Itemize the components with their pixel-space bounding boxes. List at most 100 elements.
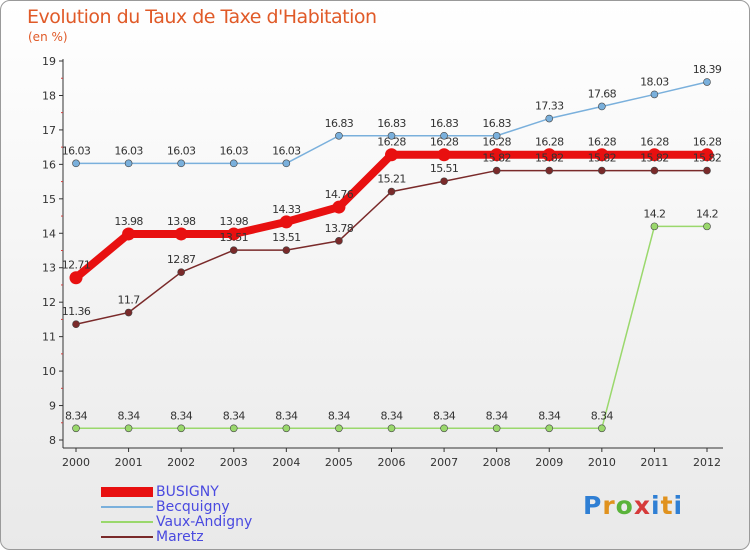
data-point (650, 90, 659, 99)
x-tick-label: 2012 (693, 456, 721, 469)
data-point (703, 222, 711, 231)
data-point (650, 222, 659, 231)
data-label: 18.03 (640, 75, 669, 88)
data-label: 16.28 (588, 136, 617, 149)
data-point (703, 78, 711, 86)
data-point (229, 424, 238, 433)
x-tick-label: 2004 (272, 456, 300, 469)
legend-item: Becquigny (101, 499, 361, 515)
data-label: 16.03 (167, 144, 196, 157)
data-label: 16.28 (693, 136, 722, 149)
y-tick-label: 12 (42, 296, 56, 309)
data-point (174, 227, 188, 241)
data-label: 18.39 (693, 63, 722, 76)
legend-label: Becquigny (156, 499, 230, 515)
chart-title: Evolution du Taux de Taxe d'Habitation (27, 6, 377, 28)
data-label: 13.78 (325, 222, 354, 235)
data-point (598, 102, 606, 111)
data-label: 16.28 (535, 136, 564, 149)
data-label: 15.82 (482, 152, 511, 165)
x-tick-label: 2011 (640, 456, 668, 469)
legend-item: BUSIGNY (101, 484, 361, 500)
data-label: 14.76 (325, 188, 354, 201)
legend-swatch (101, 521, 153, 523)
chart-unit: (en %) (28, 30, 68, 44)
data-label: 16.03 (114, 144, 143, 157)
data-point (282, 159, 291, 168)
data-label: 15.51 (430, 162, 459, 175)
data-label: 16.83 (482, 117, 511, 130)
data-point (598, 166, 606, 175)
data-point (650, 166, 659, 175)
data-point (282, 424, 291, 433)
data-point (282, 246, 291, 254)
legend-label: BUSIGNY (156, 484, 219, 500)
data-point (177, 159, 185, 168)
data-label: 17.68 (588, 87, 617, 100)
data-label: 16.28 (482, 136, 511, 149)
data-label: 15.21 (377, 173, 406, 186)
data-label: 8.34 (65, 409, 88, 422)
data-label: 12.87 (167, 253, 196, 266)
data-point (229, 159, 238, 168)
legend-swatch (101, 487, 153, 497)
y-tick-label: 16 (42, 158, 56, 171)
x-tick-label: 2010 (588, 456, 616, 469)
data-label: 8.34 (118, 409, 141, 422)
x-tick-label: 2002 (167, 456, 195, 469)
data-label: 11.36 (62, 305, 91, 318)
data-label: 8.34 (591, 409, 614, 422)
x-tick-label: 2000 (62, 456, 90, 469)
data-label: 16.28 (640, 136, 669, 149)
data-label: 8.34 (223, 409, 246, 422)
y-tick-label: 8 (49, 434, 56, 447)
data-point (545, 114, 554, 123)
data-point (385, 148, 398, 162)
y-tick-label: 19 (42, 55, 56, 68)
data-point (122, 227, 136, 241)
data-label: 8.34 (380, 409, 403, 422)
y-tick-label: 13 (42, 262, 56, 275)
data-point (492, 131, 501, 140)
data-label: 14.33 (272, 203, 301, 216)
data-label: 8.34 (538, 409, 561, 422)
y-tick-label: 17 (42, 124, 56, 137)
data-point (490, 148, 504, 162)
data-label: 13.98 (167, 215, 196, 228)
data-label: 15.82 (693, 152, 722, 165)
data-point (542, 148, 556, 162)
data-point (229, 246, 238, 254)
data-point (387, 131, 396, 140)
data-point (387, 424, 396, 433)
y-tick-label: 15 (42, 193, 56, 206)
x-tick-label: 2001 (115, 456, 143, 469)
legend-label: Vaux-Andigny (156, 514, 253, 530)
data-label: 11.7 (118, 294, 141, 307)
data-label: 14.2 (696, 207, 718, 220)
data-point (124, 159, 133, 168)
data-label: 13.98 (114, 215, 143, 228)
data-label: 8.34 (486, 409, 509, 422)
data-point (545, 424, 554, 433)
data-point (387, 187, 396, 196)
data-point (335, 237, 343, 245)
data-point (647, 148, 661, 162)
data-label: 15.82 (535, 152, 564, 165)
data-label: 8.34 (275, 409, 298, 422)
data-point (177, 424, 185, 433)
x-tick-label: 2009 (535, 456, 563, 469)
data-point (335, 424, 343, 433)
data-point (279, 215, 293, 229)
x-tick-label: 2003 (220, 456, 248, 469)
data-point (177, 268, 185, 277)
data-label: 8.34 (433, 409, 456, 422)
x-tick-label: 2005 (325, 456, 353, 469)
data-label: 16.03 (272, 144, 301, 157)
legend: BUSIGNY Becquigny Vaux-Andigny Maretz (101, 484, 361, 545)
data-point (437, 148, 451, 162)
data-point (545, 166, 554, 175)
data-point (227, 227, 241, 241)
x-tick-label: 2006 (378, 456, 406, 469)
